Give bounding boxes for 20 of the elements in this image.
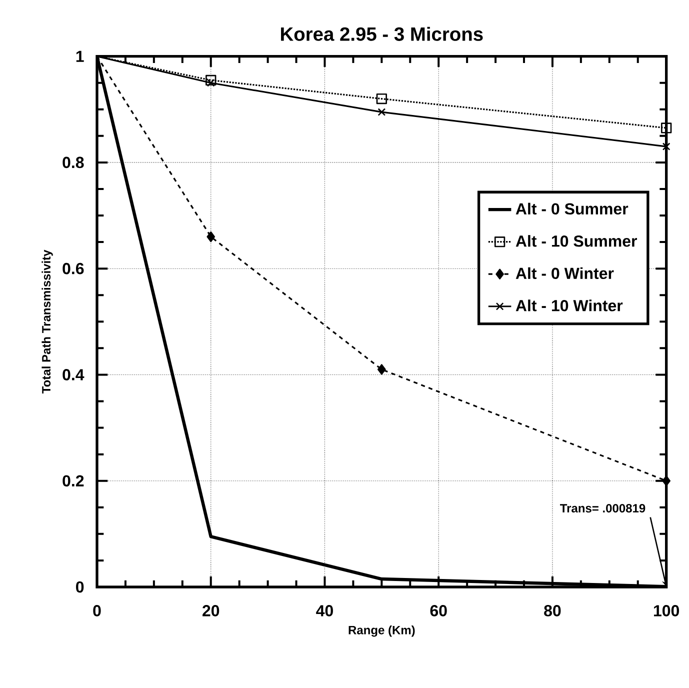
y-tick-label: 0.6	[62, 262, 84, 274]
x-axis-title: Range (Km)	[348, 626, 415, 637]
x-tick-label: 100	[654, 605, 680, 616]
legend-label: Alt - 10 Winter	[516, 300, 623, 312]
y-tick-label: 0.4	[62, 369, 84, 380]
y-tick-label: 1	[76, 50, 84, 62]
y-tick-label: 0.2	[62, 475, 84, 487]
x-tick-label: 20	[202, 605, 220, 616]
y-tick-label: 0.8	[62, 156, 84, 168]
legend-label: Alt - 0 Summer	[516, 202, 628, 215]
annotation: Trans= .000819	[560, 504, 646, 513]
legend-label: Alt - 0 Winter	[516, 267, 614, 280]
y-tick-label: 0	[76, 581, 84, 593]
y-axis-title: Total Path Transmissivity	[42, 250, 53, 394]
chart-title: Korea 2.95 - 3 Microns	[281, 26, 483, 41]
x-tick-label: 40	[316, 605, 333, 616]
x-tick-label: 80	[544, 605, 561, 616]
legend-label: Alt - 10 Summer	[516, 235, 637, 247]
x-tick-label: 60	[430, 605, 447, 616]
x-tick-label: 0	[93, 605, 101, 616]
